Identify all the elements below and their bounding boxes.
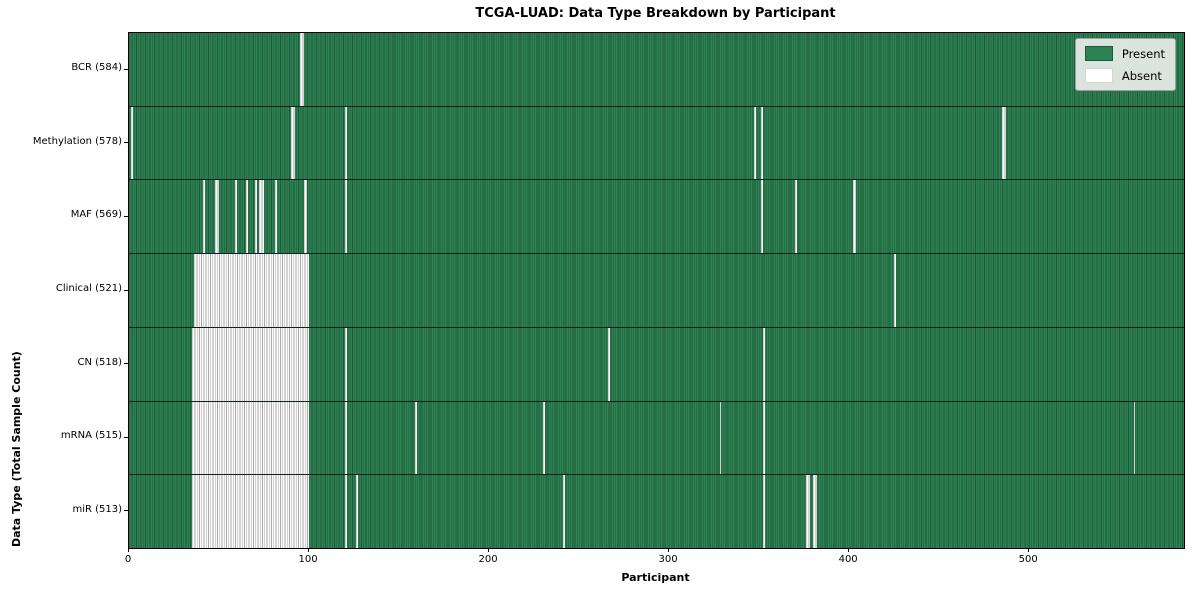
y-tick-mark [124, 510, 128, 512]
x-tick-label: 100 [298, 554, 318, 565]
heatmap-rows [129, 33, 1184, 549]
absent-stripe [762, 401, 765, 475]
y-tick-mark [124, 142, 128, 144]
absent-stripe [192, 475, 310, 549]
absent-stripe [130, 106, 133, 180]
absent-stripe [813, 475, 817, 549]
absent-stripe [795, 180, 797, 254]
x-tick-mark [488, 548, 490, 552]
heatmap-row [129, 106, 1184, 181]
absent-swatch-icon [1084, 68, 1113, 83]
absent-stripe [607, 327, 610, 401]
absent-stripe [291, 106, 295, 180]
y-tick-mark [124, 289, 128, 291]
plot-area: Present Absent [128, 32, 1185, 549]
chart-title: TCGA-LUAD: Data Type Breakdown by Partic… [475, 6, 836, 21]
y-tick-label: BCR (584) [71, 62, 122, 74]
x-tick-mark [1028, 548, 1030, 552]
absent-stripe [235, 180, 238, 254]
absent-stripe [719, 401, 722, 475]
absent-stripe [202, 180, 205, 254]
present-swatch-icon [1084, 46, 1113, 61]
heatmap-row [129, 475, 1184, 549]
absent-stripe [345, 401, 347, 475]
x-tick-mark [848, 548, 850, 552]
heatmap-row [129, 401, 1184, 476]
x-tick-mark [308, 548, 310, 552]
absent-stripe [345, 180, 347, 254]
absent-stripe [192, 401, 310, 475]
heatmap-row [129, 327, 1184, 402]
absent-stripe [303, 180, 308, 254]
absent-stripe [852, 180, 857, 254]
absent-stripe [760, 180, 763, 254]
absent-stripe [300, 33, 304, 106]
y-tick-label: miR (513) [72, 503, 122, 515]
absent-stripe [355, 475, 358, 549]
heatmap-row [129, 254, 1184, 328]
absent-stripe [215, 180, 219, 254]
x-tick-label: 0 [124, 554, 132, 565]
legend: Present Absent [1074, 38, 1176, 91]
absent-stripe [805, 475, 810, 549]
y-tick-label: mRNA (515) [60, 430, 122, 442]
y-tick-mark [124, 68, 128, 70]
absent-stripe [543, 401, 545, 475]
y-tick-mark [124, 363, 128, 365]
heatmap-row [129, 180, 1184, 255]
absent-stripe [1002, 106, 1006, 180]
x-tick-label: 200 [478, 554, 498, 565]
absent-stripe [345, 106, 347, 180]
y-tick-label: Clinical (521) [55, 283, 122, 294]
absent-stripe [562, 475, 565, 549]
heatmap-row [129, 33, 1184, 107]
absent-stripe [894, 254, 896, 327]
x-tick-mark [668, 548, 670, 552]
legend-label-present: Present [1121, 46, 1165, 61]
y-tick-label: MAF (569) [70, 209, 122, 221]
absent-stripe [762, 327, 765, 401]
x-tick-label: 300 [658, 554, 678, 565]
absent-stripe [762, 475, 765, 549]
absent-stripe [193, 254, 310, 327]
absent-stripe [345, 475, 347, 549]
legend-item-present: Present [1084, 46, 1165, 61]
absent-stripe [415, 401, 418, 475]
absent-stripe [345, 327, 347, 401]
x-tick-label: 400 [838, 554, 858, 565]
y-tick-mark [124, 436, 128, 438]
absent-stripe [753, 106, 756, 180]
y-tick-label: Methylation (578) [32, 135, 122, 147]
absent-stripe [192, 327, 310, 401]
absent-stripe [258, 180, 264, 254]
absent-stripe [274, 180, 277, 254]
absent-stripe [1133, 401, 1136, 475]
legend-item-absent: Absent [1084, 68, 1165, 83]
absent-stripe [760, 106, 763, 180]
legend-label-absent: Absent [1121, 68, 1162, 83]
y-tick-mark [124, 215, 128, 217]
absent-stripe [255, 180, 257, 254]
x-axis-label: Participant [621, 571, 690, 584]
absent-stripe [246, 180, 248, 254]
x-tick-mark [128, 548, 129, 552]
x-tick-label: 500 [1018, 554, 1038, 565]
y-tick-label: CN (518) [77, 356, 122, 368]
